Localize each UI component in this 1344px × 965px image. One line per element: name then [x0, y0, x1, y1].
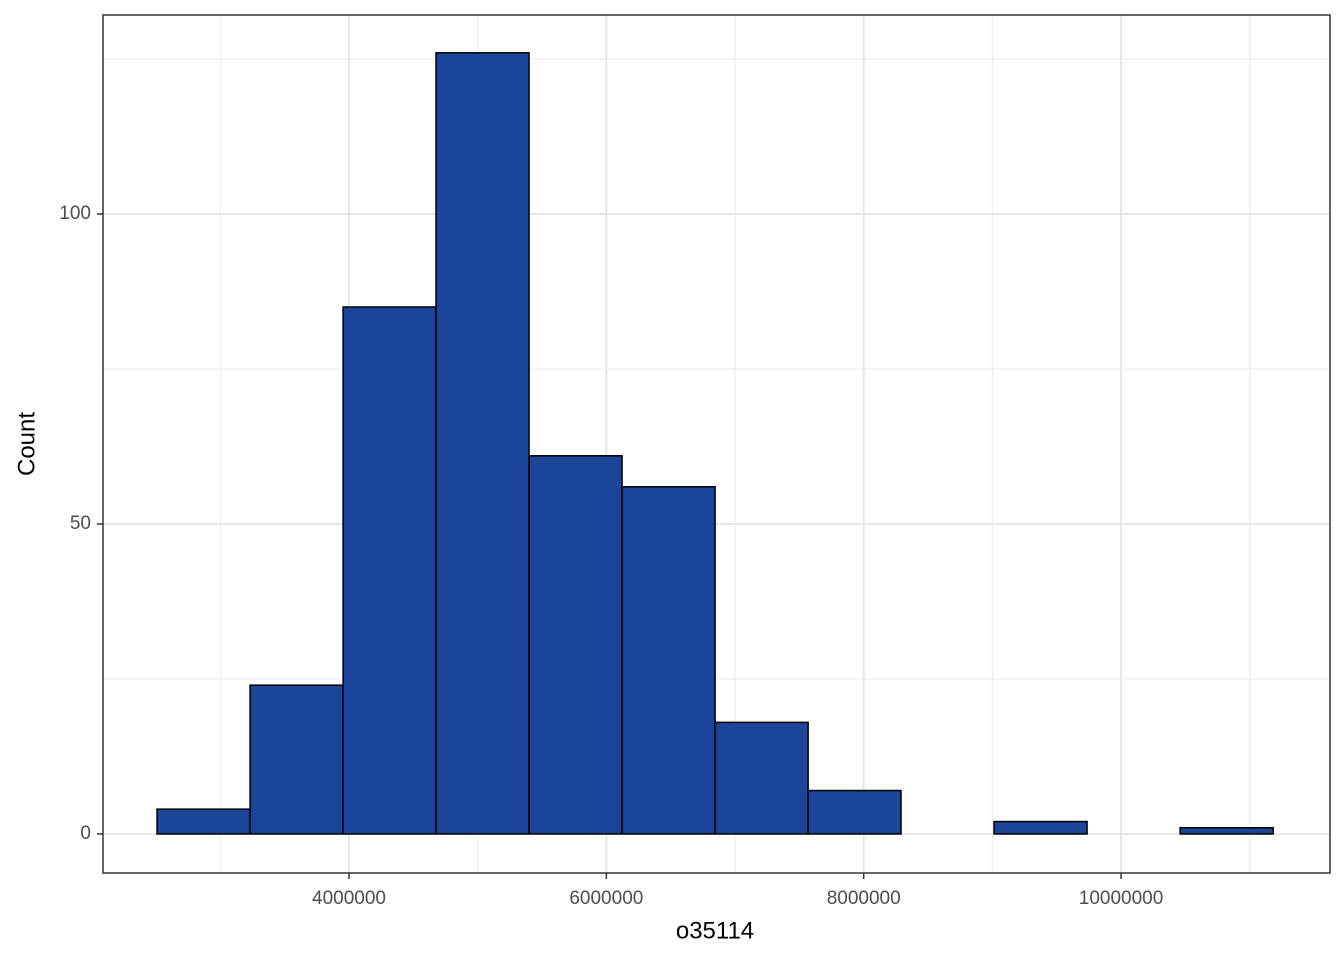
y-tick-label: 100 — [59, 203, 91, 224]
bar — [993, 820, 1088, 835]
x-tick-label: 6000000 — [569, 888, 643, 909]
panel-border — [102, 14, 1331, 874]
y-tick-label: 0 — [80, 823, 91, 844]
bar — [807, 789, 902, 835]
bar — [714, 721, 809, 835]
x-tick-label: 4000000 — [312, 888, 386, 909]
x-axis-title: o35114 — [676, 917, 754, 944]
bar — [528, 455, 623, 835]
x-tick-label: 8000000 — [827, 888, 901, 909]
bar — [156, 808, 251, 835]
y-axis-title: Count — [13, 412, 40, 476]
bar — [621, 486, 716, 835]
x-tick-label: 10000000 — [1079, 888, 1164, 909]
bar — [342, 306, 437, 835]
bar — [1179, 826, 1274, 835]
bar — [249, 684, 344, 835]
bar — [435, 52, 530, 835]
y-tick-label: 50 — [70, 513, 91, 534]
